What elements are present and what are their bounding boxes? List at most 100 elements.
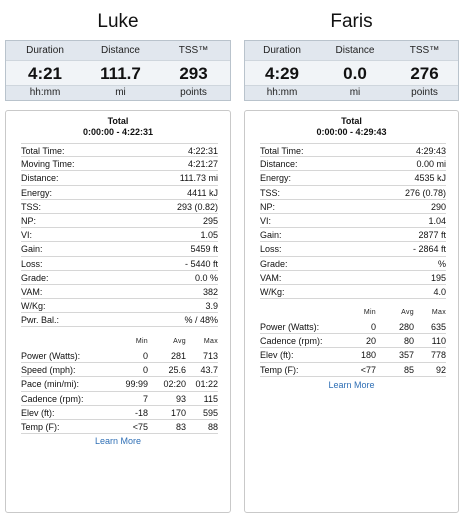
stat-row: Distance: 0.00 mi — [260, 157, 446, 172]
metric-label: Cadence (rpm): — [260, 336, 323, 347]
metric-min: <77 — [360, 364, 376, 375]
duration-summary: Duration 4:29 hh:mm — [245, 41, 319, 100]
metric-min: 0 — [142, 351, 148, 361]
athlete-column-luke: Luke Duration 4:21 hh:mm Distance 111.7 … — [5, 0, 231, 513]
metrics-table: Min Avg Max Power (Watts): 0 280 635 Cadenc… — [260, 306, 446, 377]
summary-label: TSS™ — [409, 45, 440, 56]
metric-min: <75 — [132, 421, 148, 432]
panel-range: 0:00:00 - 4:22:31 — [82, 127, 154, 137]
stat-value: % / 48% — [184, 315, 218, 326]
metric-row: Cadence (rpm): 7 93 115 — [21, 392, 218, 406]
stat-row: W/Kg: 3.9 — [21, 299, 218, 314]
stat-row: Energy: 4411 kJ — [21, 186, 218, 200]
stat-row: TSS: 293 (0.82) — [21, 200, 218, 214]
stat-label: Loss: — [260, 244, 282, 255]
metric-max: 43.7 — [200, 365, 218, 376]
col-max: Max — [203, 338, 218, 345]
summary-value: 0.0 — [319, 60, 391, 86]
stat-value: - 2864 ft — [412, 244, 446, 255]
panel-title: Total — [341, 116, 362, 126]
stat-label: NP: — [21, 215, 37, 226]
stat-label: Gain: — [260, 230, 282, 241]
metric-min: 0 — [142, 365, 148, 376]
metric-max: 110 — [431, 336, 446, 347]
metrics-header: Min Avg Max — [260, 306, 446, 320]
metric-label: Speed (mph): — [21, 365, 76, 376]
stat-value: 4:21:27 — [187, 159, 218, 170]
stat-label: Distance: — [21, 173, 59, 184]
stat-value: 4535 kJ — [414, 173, 446, 184]
stat-row: W/Kg: 4.0 — [260, 285, 446, 300]
metric-max: 778 — [430, 350, 446, 361]
stat-row: Total Time: 4:29:43 — [260, 143, 446, 158]
col-min: Min — [135, 338, 148, 345]
stat-row: Loss: - 5440 ft — [21, 257, 218, 271]
stat-row: VAM: 195 — [260, 271, 446, 285]
stat-value: 276 (0.78) — [404, 187, 446, 198]
stat-label: Total Time: — [21, 146, 65, 156]
metric-max: 595 — [202, 407, 218, 418]
metric-avg: 170 — [170, 407, 186, 418]
stat-value: - 5440 ft — [184, 258, 218, 269]
metric-max: 635 — [430, 322, 446, 332]
metric-max: 115 — [203, 393, 218, 404]
stat-value: 293 (0.82) — [176, 201, 218, 212]
col-avg: Avg — [173, 338, 186, 345]
summary-unit: hh:mm — [266, 87, 298, 98]
metric-label: Elev (ft): — [260, 350, 294, 361]
stats-list: Total Time: 4:29:43 Distance: 0.00 mi Ener… — [260, 143, 446, 300]
stat-row: NP: 290 — [260, 200, 446, 214]
summary-unit: points — [180, 87, 207, 98]
stat-label: W/Kg: — [260, 286, 285, 297]
stat-label: VI: — [21, 230, 33, 241]
summary-unit: mi — [115, 87, 126, 98]
stat-row: TSS: 276 (0.78) — [260, 186, 446, 200]
stat-row: Pwr. Bal.: % / 48% — [21, 313, 218, 328]
stat-value: 1.05 — [200, 230, 218, 241]
summary-value: 4:29 — [245, 60, 319, 86]
metric-min: 99:99 — [125, 379, 148, 390]
stat-value: 5459 ft — [190, 244, 218, 255]
tss-summary: TSS™ 293 points — [157, 41, 230, 100]
learn-more-link[interactable]: Learn More — [328, 380, 375, 390]
stat-row: VI: 1.04 — [260, 214, 446, 229]
metric-avg: 357 — [398, 350, 414, 361]
stat-label: Total Time: — [260, 146, 304, 156]
metric-label: Cadence (rpm): — [21, 393, 84, 404]
stat-label: Moving Time: — [21, 159, 75, 170]
stat-label: Distance: — [260, 159, 298, 170]
stat-label: Grade: — [21, 272, 49, 283]
panel-range: 0:00:00 - 4:29:43 — [316, 127, 387, 137]
metric-row: Pace (min/mi): 99:99 02:20 01:22 — [21, 377, 218, 392]
metric-avg: 83 — [175, 421, 186, 432]
metric-avg: 80 — [403, 336, 414, 347]
summary-bar: Duration 4:21 hh:mm Distance 111.7 mi TS… — [5, 40, 231, 101]
metric-avg: 02:20 — [163, 379, 186, 390]
stat-label: Energy: — [260, 173, 292, 184]
metric-label: Elev (ft): — [21, 407, 55, 418]
learn-more-link[interactable]: Learn More — [94, 436, 142, 446]
metric-row: Power (Watts): 0 280 635 — [260, 320, 446, 335]
distance-summary: Distance 111.7 mi — [84, 41, 157, 100]
stat-value: 195 — [430, 272, 446, 283]
summary-bar: Duration 4:29 hh:mm Distance 0.0 mi TSS™… — [244, 40, 459, 101]
panel-title: Total — [107, 116, 129, 126]
duration-summary: Duration 4:21 hh:mm — [6, 41, 84, 100]
stat-value: 382 — [202, 286, 218, 297]
stats-panel: Total 0:00:00 - 4:29:43 Total Time: 4:29:… — [244, 110, 459, 513]
metric-label: Temp (F): — [21, 421, 60, 432]
metric-max: 01:22 — [195, 379, 218, 390]
summary-value: 293 — [157, 60, 230, 86]
metric-avg: 85 — [403, 364, 414, 375]
summary-value: 276 — [391, 60, 458, 86]
metric-avg: 93 — [175, 393, 186, 404]
metric-avg: 280 — [398, 322, 414, 332]
stat-label: Loss: — [21, 258, 43, 269]
metric-label: Temp (F): — [260, 364, 299, 375]
stat-value: 290 — [430, 201, 446, 212]
athlete-name: Faris — [330, 11, 373, 32]
summary-unit: mi — [349, 87, 361, 98]
metrics-header: Min Avg Max — [21, 335, 218, 349]
col-max: Max — [431, 309, 446, 316]
stat-label: Pwr. Bal.: — [21, 315, 60, 326]
